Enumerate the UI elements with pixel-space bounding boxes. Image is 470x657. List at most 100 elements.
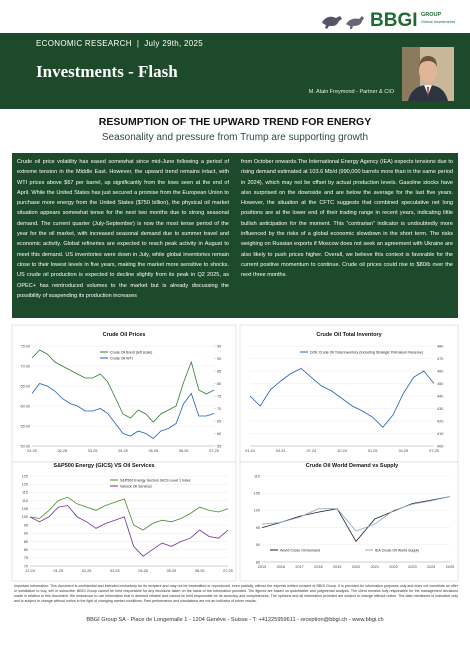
- bull-icon: [322, 16, 342, 29]
- logo-text: BBGI: [370, 10, 418, 31]
- logo-sub: Global Investments: [421, 19, 455, 24]
- legend-label: Vaneck Oil Services: [120, 484, 152, 488]
- y-tick-label: 55.00: [20, 424, 30, 428]
- x-tick-label: 01.25: [54, 569, 64, 573]
- y-tick-label: 420: [437, 419, 443, 423]
- text-box: Crude oil price volatility has eased som…: [12, 153, 458, 318]
- text-column: from October onwards.The International E…: [241, 159, 453, 279]
- x-tick-label: 2018: [314, 565, 322, 569]
- x-tick-label: 01.25: [368, 449, 378, 453]
- x-tick-label: 07.25: [429, 449, 439, 453]
- article-title: RESUMPTION OF THE UPWARD TREND FOR ENERG…: [98, 116, 372, 128]
- legend-label: Crude Oil WTI: [110, 356, 133, 360]
- y-tick-label: 70.00: [20, 364, 30, 368]
- x-tick-label: 2025: [446, 565, 454, 569]
- data-line: [31, 383, 215, 440]
- y2-tick-label: 60: [217, 432, 221, 436]
- x-tick-label: 05.25: [149, 449, 159, 453]
- legend-label: S&P500 Energy Sectors GICS Level 1 index: [120, 478, 191, 482]
- x-tick-label: 2020: [352, 565, 360, 569]
- x-tick-label: 04.25: [118, 449, 128, 453]
- legend-label: Crude Oil Brent (left scale): [110, 350, 152, 354]
- y-tick-label: 100: [22, 515, 28, 519]
- x-tick-label: 2017: [295, 565, 303, 569]
- logo-group: GROUP: [421, 12, 442, 18]
- y2-tick-label: 85: [217, 369, 221, 373]
- y-tick-label: 400: [437, 444, 443, 448]
- footer: BBGI Group SA - Place de Longemalle 1 - …: [86, 617, 384, 623]
- y-tick-label: 440: [437, 394, 443, 398]
- data-line: [29, 496, 229, 531]
- x-tick-label: 2022: [389, 565, 397, 569]
- chart-title: Crude Oil Prices: [103, 332, 146, 338]
- y-tick-label: 100: [254, 509, 260, 513]
- x-tick-label: 2016: [277, 565, 285, 569]
- data-line: [29, 505, 229, 557]
- x-tick-label: 05.25: [167, 569, 177, 573]
- x-tick-label: 06.25: [195, 569, 205, 573]
- x-tick-label: 04.25: [399, 449, 409, 453]
- article-subtitle: Seasonality and pressure from Trump are …: [101, 132, 369, 143]
- y-tick-label: 470: [437, 357, 443, 361]
- author-photo: [402, 47, 454, 101]
- y-tick-label: 75: [24, 556, 28, 560]
- y-tick-label: 80: [24, 548, 28, 552]
- data-line: [261, 496, 451, 532]
- y2-tick-label: 70: [217, 407, 221, 411]
- y-tick-label: 70: [24, 564, 28, 568]
- x-tick-label: 07.24: [307, 449, 317, 453]
- y-tick-label: 105: [22, 507, 28, 511]
- chart-title: Crude Oil World Demand vs Supply: [306, 463, 399, 469]
- x-tick-label: 2015: [258, 565, 266, 569]
- legend-label: World Crude Oil Demand: [280, 548, 320, 552]
- legend-label: IEA Crude Oil World Supply: [375, 548, 419, 552]
- x-tick-label: 01.24: [245, 449, 255, 453]
- data-line: [31, 349, 215, 423]
- header-band: [0, 33, 470, 109]
- y-tick-label: 115: [22, 491, 28, 495]
- x-tick-label: 2019: [333, 565, 341, 569]
- x-tick-label: 07.25: [209, 449, 219, 453]
- y2-tick-label: 95: [217, 344, 221, 348]
- y-tick-label: 95: [24, 523, 28, 527]
- y2-tick-label: 65: [217, 419, 221, 423]
- y-tick-label: 90: [256, 543, 260, 547]
- y2-tick-label: 90: [217, 357, 221, 361]
- y2-tick-label: 75: [217, 394, 221, 398]
- x-tick-label: 12.24: [25, 569, 35, 573]
- y-tick-label: 110: [254, 474, 260, 478]
- author: M. Alain Freymond - Partner & CIO: [308, 89, 394, 95]
- x-tick-label: 07.25: [223, 569, 233, 573]
- y2-tick-label: 55: [217, 444, 221, 448]
- y-tick-label: 90: [24, 532, 28, 536]
- x-tick-label: 04.25: [138, 569, 148, 573]
- bear-icon: [346, 16, 364, 29]
- x-tick-label: 03.25: [110, 569, 120, 573]
- x-tick-label: 02.25: [82, 569, 92, 573]
- y-tick-label: 110: [22, 499, 28, 503]
- y2-tick-label: 80: [217, 382, 221, 386]
- x-tick-label: 2021: [371, 565, 379, 569]
- data-line: [249, 368, 435, 428]
- y-tick-label: 460: [437, 369, 443, 373]
- y-tick-label: 65.00: [20, 384, 30, 388]
- flash-title: Investments - Flash: [36, 62, 178, 81]
- y-tick-label: 120: [22, 482, 28, 486]
- y-tick-label: 75.00: [20, 344, 30, 348]
- kicker: ECONOMIC RESEARCH | July 29th, 2025: [36, 39, 204, 48]
- y-tick-label: 105: [254, 492, 260, 496]
- y-tick-label: 85: [24, 540, 28, 544]
- x-tick-label: 02.25: [58, 449, 68, 453]
- y-tick-label: 60.00: [20, 404, 30, 408]
- y-tick-label: 430: [437, 407, 443, 411]
- x-tick-label: 03.25: [88, 449, 98, 453]
- x-tick-label: 10.24: [337, 449, 347, 453]
- chart-title: S&P500 Energy (GICS) VS Oil Services: [53, 463, 154, 469]
- x-tick-label: 06.25: [179, 449, 189, 453]
- y-tick-label: 125: [22, 474, 28, 478]
- y-tick-label: 410: [437, 432, 443, 436]
- logo: BBGI GROUP Global Investments: [322, 10, 455, 31]
